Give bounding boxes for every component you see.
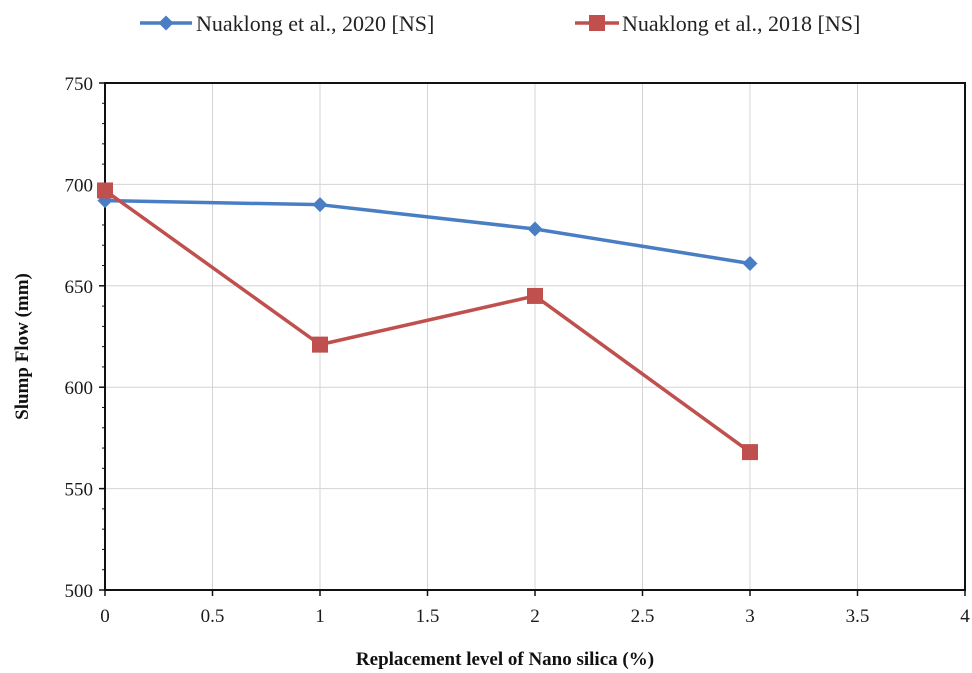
x-tick-label: 0	[100, 606, 110, 627]
series-2	[97, 182, 758, 461]
y-axis-title: Slump Flow (mm)	[12, 273, 33, 420]
series-line	[103, 189, 752, 454]
series-1	[97, 193, 758, 271]
y-tick-label: 500	[65, 581, 94, 602]
legend-label: Nuaklong et al., 2020 [NS]	[196, 11, 434, 36]
square-marker	[742, 444, 758, 461]
diamond-marker	[158, 15, 174, 31]
diamond-marker	[742, 255, 758, 271]
x-tick-label: 3	[745, 606, 755, 627]
diamond-marker	[312, 197, 328, 213]
legend-item-1: Nuaklong et al., 2020 [NS]	[140, 11, 434, 36]
y-tick-label: 700	[65, 175, 94, 196]
x-tick-label: 2.5	[631, 606, 655, 627]
square-marker	[312, 336, 328, 353]
y-tick-label: 750	[65, 74, 94, 95]
legend: Nuaklong et al., 2020 [NS] Nuaklong et al…	[140, 11, 860, 36]
grid-lines	[105, 83, 965, 590]
legend-item-2: Nuaklong et al., 2018 [NS]	[575, 11, 860, 36]
y-tick-label: 550	[65, 480, 94, 501]
x-tick-label: 1	[315, 606, 325, 627]
y-tick-label: 600	[65, 378, 94, 399]
square-marker	[527, 287, 543, 304]
x-tick-label: 1.5	[416, 606, 440, 627]
square-marker	[97, 182, 113, 199]
series-line	[104, 198, 751, 266]
axis-ticks: 0 0.5 1 1.5 2 2.5 3 3.5 4 500 550 600 650 700 750	[65, 74, 971, 627]
y-tick-label: 650	[65, 277, 94, 298]
series-layer	[97, 182, 758, 461]
x-tick-label: 4	[960, 606, 970, 627]
square-marker	[589, 15, 605, 31]
x-tick-label: 2	[530, 606, 540, 627]
legend-label: Nuaklong et al., 2018 [NS]	[622, 11, 860, 36]
x-axis-title: Replacement level of Nano silica (%)	[356, 649, 654, 670]
diamond-marker	[527, 221, 543, 237]
x-tick-label: 0.5	[201, 606, 225, 627]
x-tick-label: 3.5	[846, 606, 870, 627]
